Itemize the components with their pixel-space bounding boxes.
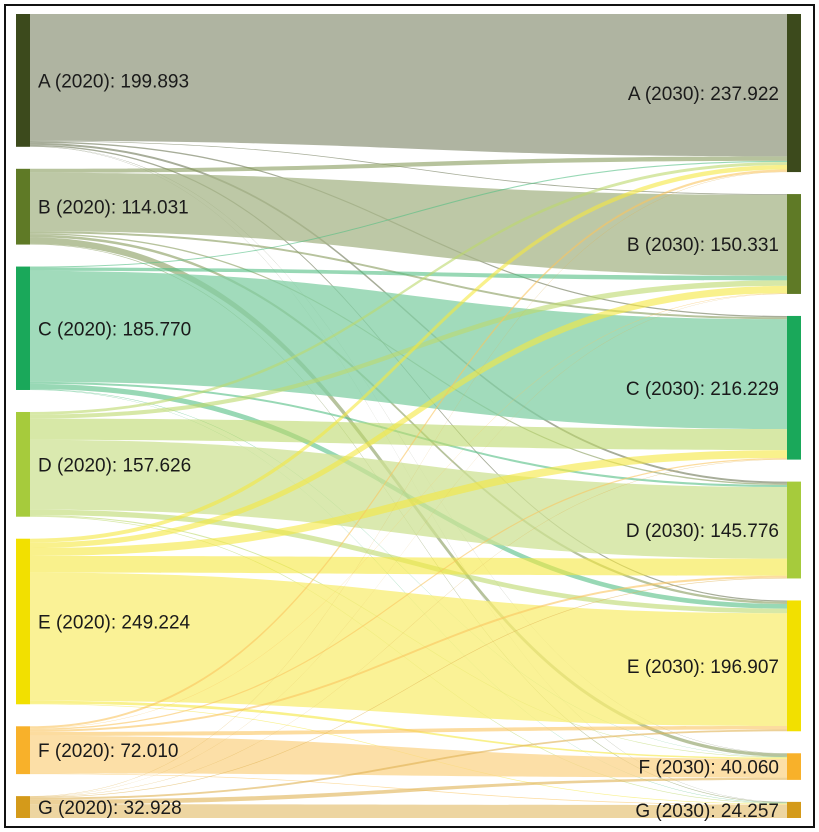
- link-G-to-D[interactable]: [30, 577, 787, 798]
- label-target-D: D (2030): 145.776: [626, 521, 779, 542]
- link-C-to-A[interactable]: [30, 160, 787, 268]
- link-B-to-B[interactable]: [30, 172, 787, 276]
- label-source-G: G (2020): 32.928: [38, 798, 182, 819]
- label-source-D: D (2020): 157.626: [38, 455, 191, 476]
- label-source-F: F (2020): 72.010: [38, 741, 178, 762]
- node-source-G[interactable]: [16, 796, 30, 818]
- link-E-to-E[interactable]: [30, 572, 787, 727]
- link-G-to-E[interactable]: [30, 729, 787, 800]
- link-F-to-C[interactable]: [30, 457, 787, 730]
- node-source-D[interactable]: [16, 411, 30, 517]
- labels-layer: A (2020): 199.893 B (2020): 114.031 C (202…: [38, 71, 779, 822]
- node-target-B[interactable]: [787, 194, 801, 294]
- node-target-D[interactable]: [787, 481, 801, 579]
- label-target-B: B (2030): 150.331: [627, 235, 779, 256]
- node-target-F[interactable]: [787, 753, 801, 780]
- link-G-to-G[interactable]: [30, 804, 787, 818]
- link-F-to-E[interactable]: [30, 726, 787, 736]
- node-target-G[interactable]: [787, 801, 801, 818]
- links-layer: [30, 14, 787, 818]
- label-target-G: G (2030): 24.257: [635, 801, 779, 822]
- label-source-E: E (2020): 249.224: [38, 612, 191, 633]
- link-F-to-A[interactable]: [30, 169, 787, 729]
- link-D-to-B[interactable]: [30, 280, 787, 419]
- link-F-to-F[interactable]: [30, 735, 787, 778]
- link-G-to-B[interactable]: [30, 293, 787, 797]
- link-E-to-B[interactable]: [30, 285, 787, 549]
- node-target-E[interactable]: [787, 600, 801, 732]
- node-source-C[interactable]: [16, 266, 30, 390]
- node-source-A[interactable]: [16, 14, 30, 147]
- link-A-to-A[interactable]: [30, 14, 787, 157]
- node-target-C[interactable]: [787, 315, 801, 460]
- link-E-to-A[interactable]: [30, 164, 787, 543]
- nodes-layer: [16, 14, 801, 818]
- node-source-E[interactable]: [16, 538, 30, 705]
- node-source-F[interactable]: [16, 726, 30, 775]
- label-source-C: C (2020): 185.770: [38, 319, 191, 340]
- link-G-to-A[interactable]: [30, 171, 787, 797]
- link-A-to-B[interactable]: [30, 140, 787, 195]
- label-target-A: A (2030): 237.922: [628, 84, 779, 105]
- node-target-A[interactable]: [787, 14, 801, 173]
- link-F-to-B[interactable]: [30, 293, 787, 729]
- link-F-to-D[interactable]: [30, 575, 787, 732]
- link-E-to-D[interactable]: [30, 555, 787, 576]
- label-target-C: C (2030): 216.229: [626, 379, 779, 400]
- sankey-chart: A (2020): 199.893 B (2020): 114.031 C (202…: [16, 14, 801, 822]
- link-D-to-C[interactable]: [30, 418, 787, 451]
- link-G-to-C[interactable]: [30, 459, 787, 797]
- label-target-E: E (2030): 196.907: [627, 657, 779, 678]
- node-source-B[interactable]: [16, 168, 30, 245]
- link-G-to-F[interactable]: [30, 777, 787, 805]
- link-C-to-B[interactable]: [30, 267, 787, 281]
- chart-frame: A (2020): 199.893 B (2020): 114.031 C (202…: [4, 4, 815, 828]
- link-B-to-A[interactable]: [30, 156, 787, 173]
- label-source-B: B (2020): 114.031: [38, 198, 189, 219]
- link-E-to-C[interactable]: [30, 450, 787, 556]
- label-target-F: F (2030): 40.060: [639, 758, 779, 779]
- label-source-A: A (2020): 199.893: [38, 71, 189, 92]
- link-D-to-A[interactable]: [30, 162, 787, 415]
